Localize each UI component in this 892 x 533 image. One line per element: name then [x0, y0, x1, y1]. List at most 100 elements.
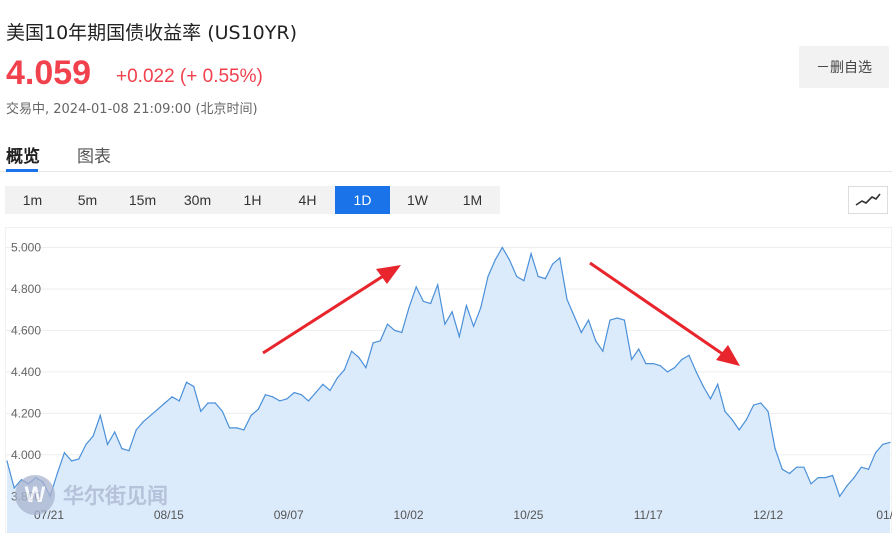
y-tick-label: 4.800: [11, 282, 41, 296]
period-1d[interactable]: 1D: [335, 186, 390, 214]
data-point: [509, 259, 510, 260]
line-chart-icon: [854, 192, 882, 208]
data-point: [308, 400, 309, 401]
data-point: [552, 264, 553, 265]
y-tick-label: 4.200: [11, 406, 41, 420]
data-point: [93, 436, 94, 437]
data-point: [6, 460, 7, 461]
instrument-title: 美国10年期国债收益率 (US10YR): [6, 18, 297, 45]
data-point: [839, 496, 840, 497]
data-point: [452, 311, 453, 312]
data-point: [107, 444, 108, 445]
data-point: [71, 460, 72, 461]
data-point: [767, 411, 768, 412]
data-point: [444, 324, 445, 325]
period-1w[interactable]: 1W: [390, 186, 445, 214]
period-5m[interactable]: 5m: [60, 186, 115, 214]
view-tabs: 概览 图表: [0, 140, 892, 172]
active-tab-indicator: [6, 169, 38, 172]
data-point: [818, 477, 819, 478]
data-point: [215, 402, 216, 403]
data-point: [172, 396, 173, 397]
data-point: [437, 284, 438, 285]
x-tick-label: 08/15: [154, 508, 184, 522]
remove-watchlist-button[interactable]: －删自选: [799, 46, 889, 88]
period-30m[interactable]: 30m: [170, 186, 225, 214]
current-price: 4.059: [6, 54, 91, 93]
data-point: [782, 469, 783, 470]
data-point: [775, 448, 776, 449]
data-point: [581, 332, 582, 333]
data-point: [796, 467, 797, 468]
y-tick-label: 4.000: [11, 448, 41, 462]
data-point: [602, 351, 603, 352]
data-point: [466, 305, 467, 306]
data-point: [566, 299, 567, 300]
data-point: [114, 431, 115, 432]
x-tick-label: 11/17: [634, 508, 663, 522]
data-point: [57, 473, 58, 474]
data-point: [753, 405, 754, 406]
period-1m[interactable]: 1m: [5, 186, 60, 214]
x-tick-label: 10/02: [394, 508, 424, 522]
data-point: [574, 315, 575, 316]
period-4h[interactable]: 4H: [280, 186, 335, 214]
data-point: [294, 392, 295, 393]
period-1h[interactable]: 1H: [225, 186, 280, 214]
data-point: [186, 382, 187, 383]
data-point: [803, 467, 804, 468]
data-point: [329, 390, 330, 391]
data-point: [624, 320, 625, 321]
data-point: [143, 421, 144, 422]
data-point: [609, 320, 610, 321]
data-point: [531, 253, 532, 254]
trading-status: 交易中, 2024-01-08 21:09:00 (北京时间): [6, 98, 258, 117]
data-point: [337, 378, 338, 379]
y-tick-label: 5.000: [11, 241, 41, 255]
data-point: [272, 396, 273, 397]
data-point: [523, 280, 524, 281]
data-point: [78, 458, 79, 459]
tab-chart[interactable]: 图表: [77, 142, 111, 167]
data-point: [882, 444, 883, 445]
y-tick-label: 4.600: [11, 323, 41, 337]
data-point: [358, 357, 359, 358]
data-point: [373, 342, 374, 343]
data-point: [538, 276, 539, 277]
data-point: [344, 369, 345, 370]
period-15m[interactable]: 15m: [115, 186, 170, 214]
data-point: [631, 359, 632, 360]
data-point: [301, 394, 302, 395]
data-point: [207, 402, 208, 403]
data-point: [286, 398, 287, 399]
data-point: [480, 307, 481, 308]
data-point: [889, 442, 890, 443]
x-tick-label: 01/0: [876, 508, 892, 522]
period-selector: 1m 5m 15m 30m 1H 4H 1D 1W 1M: [5, 186, 500, 214]
data-point: [229, 427, 230, 428]
data-point: [157, 409, 158, 410]
data-point: [279, 400, 280, 401]
data-point: [487, 276, 488, 277]
data-point: [85, 444, 86, 445]
watermark-logo-letter: W: [25, 482, 46, 507]
watermark-text: 华尔街见闻: [63, 484, 168, 508]
data-point: [638, 349, 639, 350]
data-point: [875, 452, 876, 453]
x-tick-label: 12/12: [753, 508, 783, 522]
data-point: [854, 477, 855, 478]
data-point: [502, 247, 503, 248]
data-point: [832, 475, 833, 476]
period-1mo[interactable]: 1M: [445, 186, 500, 214]
data-point: [674, 367, 675, 368]
data-point: [64, 452, 65, 453]
data-point: [717, 384, 718, 385]
data-point: [423, 301, 424, 302]
data-point: [179, 400, 180, 401]
tab-overview[interactable]: 概览: [6, 142, 40, 167]
data-point: [100, 415, 101, 416]
chart-type-button[interactable]: [848, 186, 888, 214]
data-point: [703, 386, 704, 387]
